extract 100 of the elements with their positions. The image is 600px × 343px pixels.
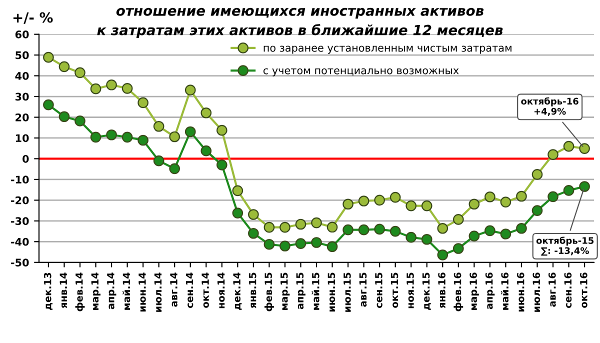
point (358, 196, 370, 206)
x-tick-label: окт.15 (390, 272, 398, 308)
point (342, 198, 354, 210)
point (500, 228, 512, 240)
y-tick-label: 60 (15, 30, 29, 38)
point (200, 145, 212, 156)
point (138, 97, 148, 108)
x-tick-label: дек.15 (422, 272, 431, 310)
x-tick-label: июн.15 (328, 272, 336, 312)
legend-label: по заранее установленным чистым затратам (264, 46, 512, 54)
x-tick-label: окт.14 (202, 272, 209, 308)
x-tick-label: мар.15 (280, 272, 290, 310)
x-tick-label: фев.16 (454, 272, 464, 312)
point (90, 132, 102, 143)
point (326, 241, 338, 252)
point (437, 250, 448, 260)
point (138, 134, 148, 146)
x-tick-label: окт.16 (580, 272, 588, 308)
y-tick-label: 30 (15, 92, 29, 101)
point (516, 190, 527, 202)
point (468, 230, 480, 242)
point (153, 120, 164, 132)
point (311, 217, 322, 228)
point (106, 79, 117, 90)
point (563, 185, 574, 196)
y-tick-label: 50 (16, 51, 29, 60)
x-tick-label: июл.16 (532, 272, 540, 312)
x-tick-label: сен.14 (186, 272, 194, 308)
point (437, 222, 448, 234)
point (421, 234, 432, 245)
point (232, 185, 244, 196)
point (548, 191, 558, 202)
point (579, 143, 590, 154)
y-tick-label: -30 (11, 217, 29, 226)
y-axis-title: +/- % (13, 12, 53, 24)
point (484, 225, 496, 236)
point (280, 240, 290, 252)
legend-label: с учетом потенциально возможных (263, 68, 459, 76)
point (342, 224, 354, 236)
x-tick-label: мар.16 (470, 272, 479, 310)
point (374, 194, 385, 206)
point (406, 232, 417, 243)
point (58, 111, 70, 122)
point (421, 200, 432, 212)
point (295, 238, 306, 249)
point (579, 181, 590, 192)
point (216, 160, 228, 170)
y-tick-label: 10 (16, 134, 29, 142)
point (153, 155, 164, 166)
y-tick-label: 0 (22, 154, 29, 163)
x-tick-label: янв.15 (249, 272, 256, 308)
y-tick-label: -50 (11, 258, 29, 266)
x-tick-label: июл.15 (344, 272, 351, 312)
x-tick-label: дек.14 (233, 272, 242, 310)
point (200, 107, 212, 118)
point (184, 84, 196, 96)
point (326, 222, 338, 233)
point (406, 200, 417, 212)
x-tick-label: янв.16 (438, 272, 446, 308)
point (563, 140, 574, 152)
x-tick-label: авг.15 (359, 272, 367, 307)
x-tick-label: сен.15 (375, 272, 382, 308)
point (280, 222, 290, 233)
annotation: октябрь-15 ∑: -13,4% (536, 236, 594, 256)
point (532, 205, 543, 216)
x-tick-label: апр.15 (296, 272, 306, 310)
point (452, 243, 464, 254)
point (74, 116, 86, 126)
point (106, 129, 117, 140)
point (264, 222, 275, 233)
x-tick-label: авг.16 (548, 272, 556, 307)
x-tick-label: янв.14 (60, 272, 67, 308)
point (311, 237, 322, 248)
annotation: октябрь-16 +4,9% (521, 97, 578, 116)
x-tick-label: июл.14 (154, 272, 162, 312)
point (232, 208, 244, 218)
y-tick-label: 20 (16, 113, 29, 122)
point (532, 169, 543, 180)
point (122, 132, 133, 143)
x-tick-label: фев.15 (264, 272, 274, 312)
point (184, 126, 196, 138)
x-tick-label: июн.14 (138, 272, 146, 312)
point (58, 61, 70, 72)
point (90, 83, 102, 94)
x-tick-label: ноя.15 (406, 272, 414, 308)
point (248, 228, 259, 239)
y-tick-label: -40 (11, 238, 29, 246)
point (390, 192, 401, 203)
point (43, 52, 54, 63)
y-tick-label: 40 (15, 72, 29, 80)
point (169, 163, 180, 174)
point (468, 198, 480, 210)
x-tick-label: сен.16 (564, 272, 572, 308)
x-tick-label: апр.14 (107, 272, 116, 310)
point (484, 191, 496, 202)
point (216, 124, 228, 136)
x-tick-label: дек.13 (44, 272, 52, 310)
point (516, 222, 527, 234)
point (452, 214, 464, 225)
y-tick-label: -20 (11, 196, 29, 204)
